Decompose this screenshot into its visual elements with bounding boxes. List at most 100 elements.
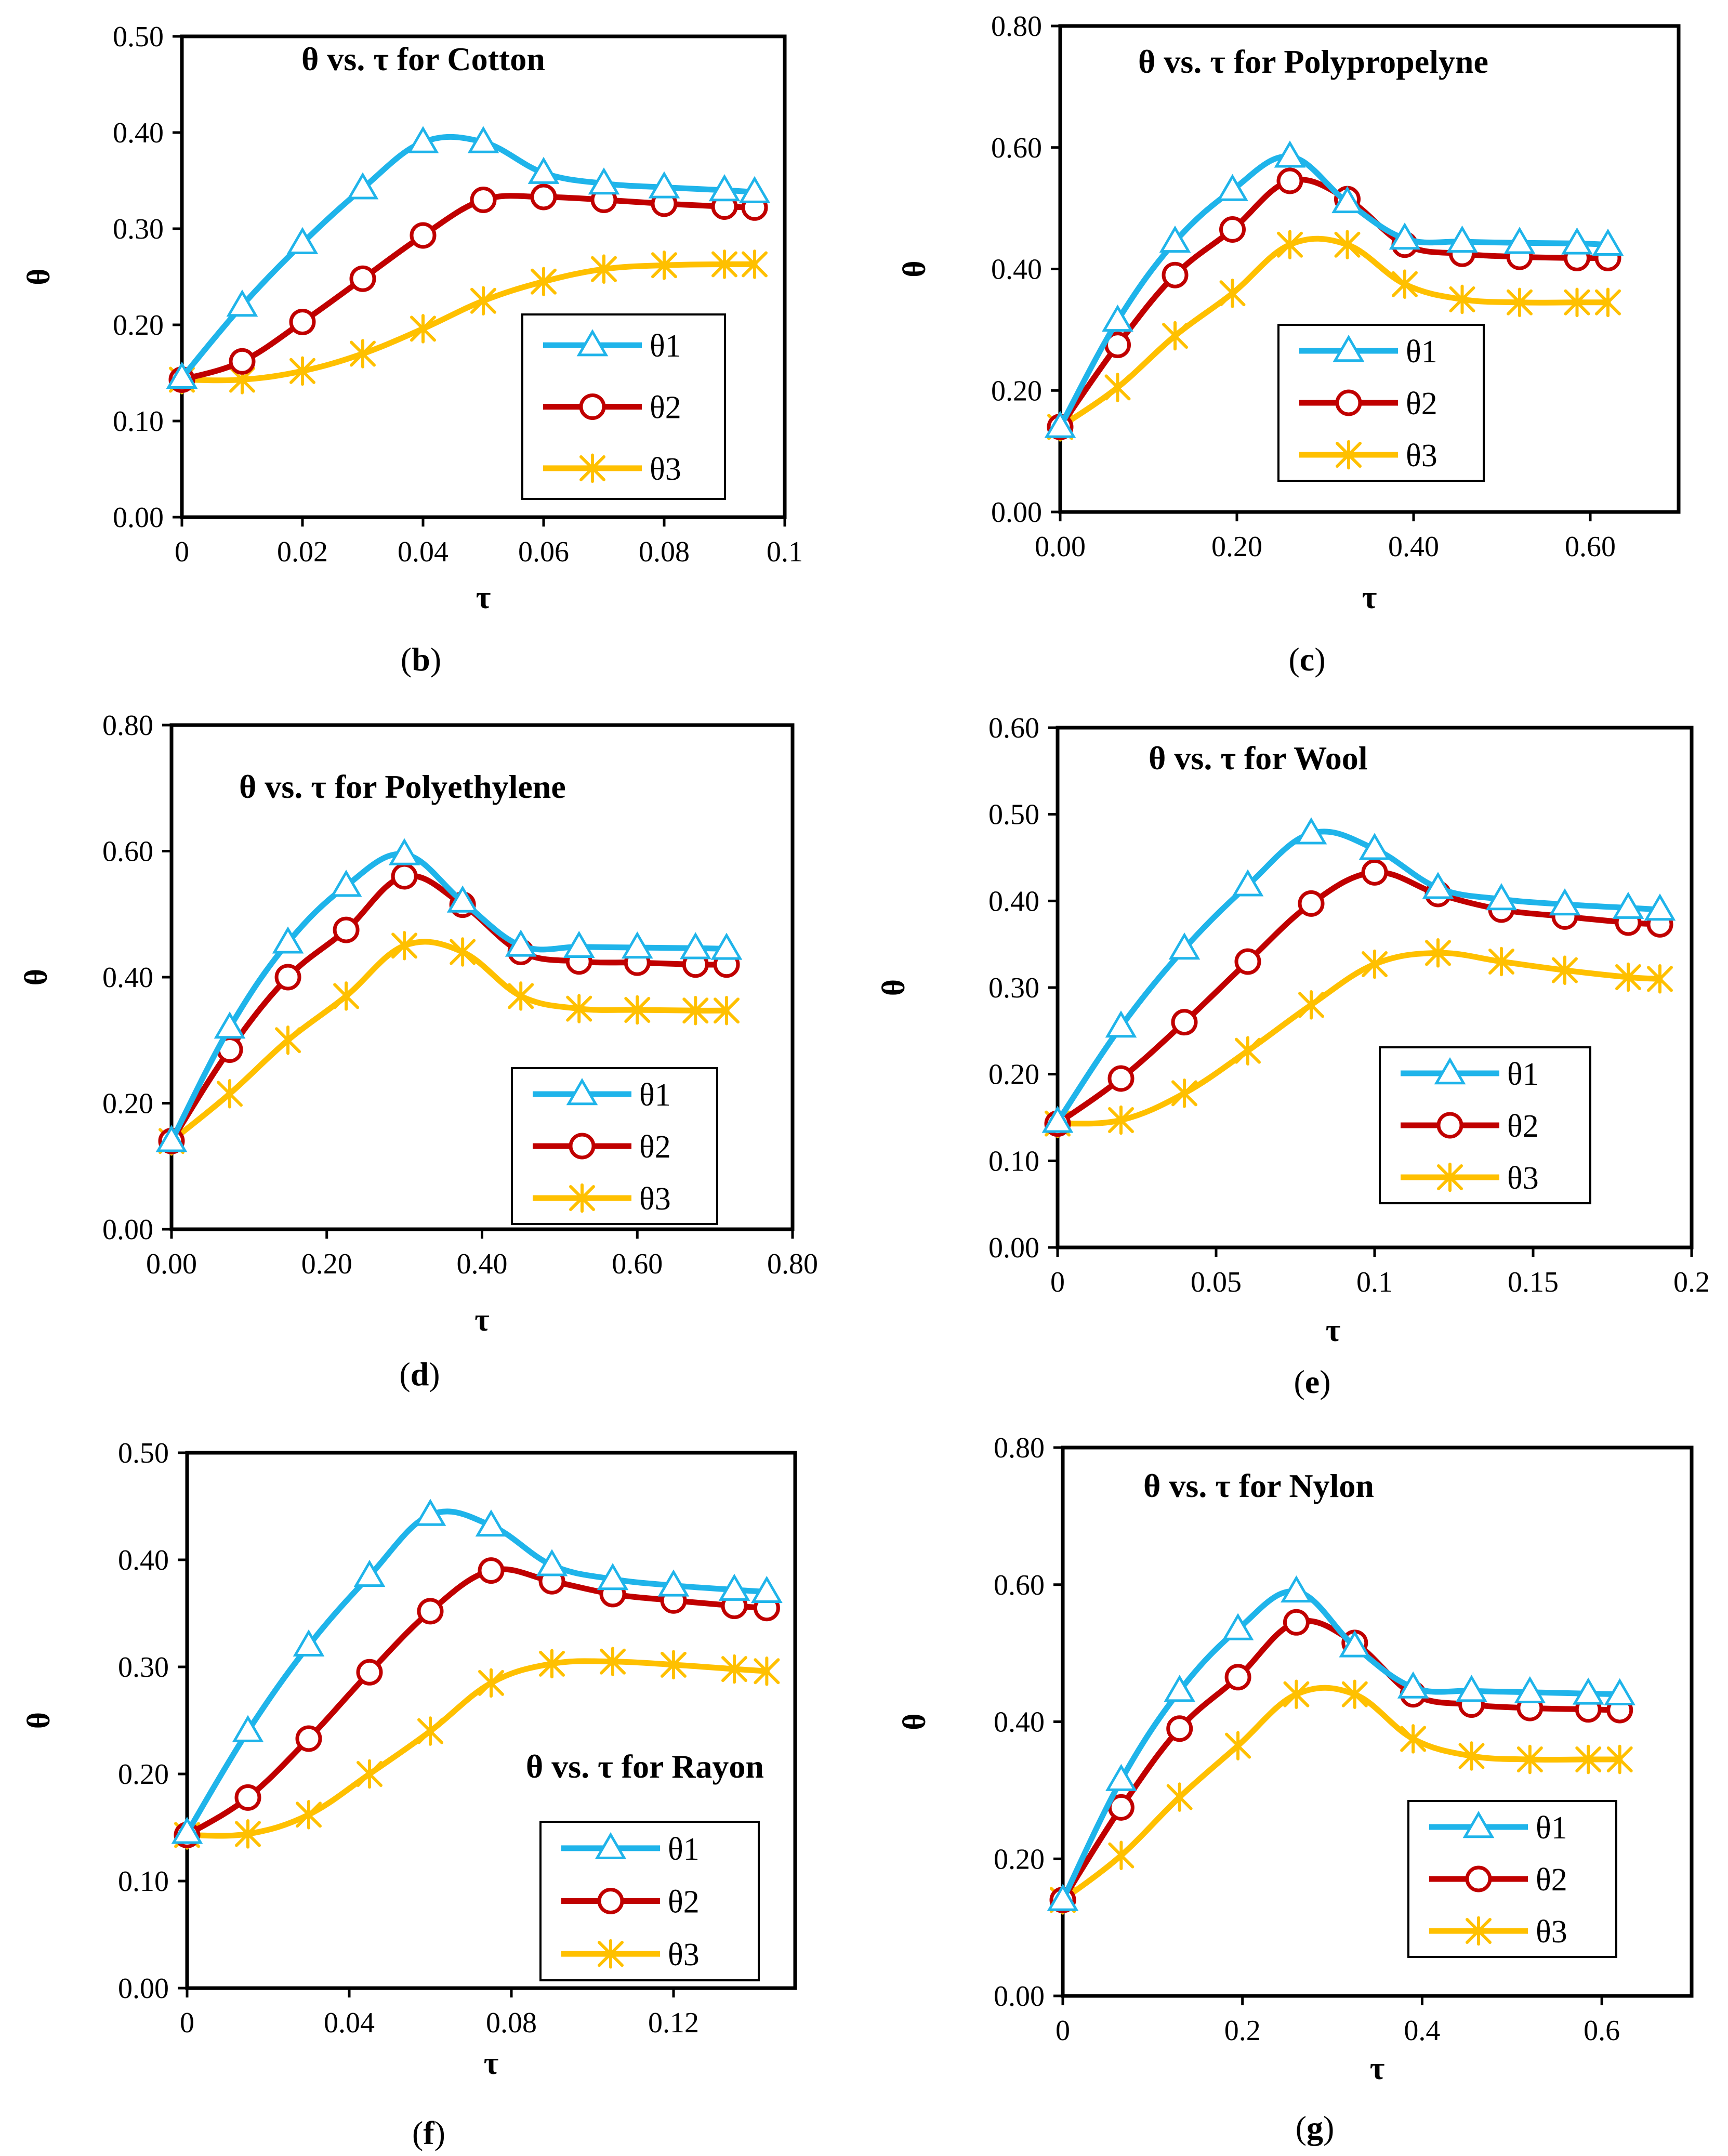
data-point-theta1 — [621, 931, 653, 959]
x-tick-label: 0.6 — [1584, 2015, 1620, 2047]
data-point-theta1 — [388, 838, 420, 865]
data-point-theta1 — [1503, 227, 1536, 254]
caption-letter: b — [412, 641, 430, 678]
legend-label-theta3: θ3 — [650, 452, 681, 487]
y-tick-label: 0.20 — [113, 309, 164, 341]
data-point-theta1 — [1168, 932, 1201, 960]
data-point-theta1 — [226, 290, 258, 317]
y-tick-label: 0.00 — [113, 502, 164, 534]
y-axis-label: θ — [897, 1713, 932, 1730]
data-point-theta2 — [1276, 167, 1303, 194]
data-point-theta3 — [357, 1759, 382, 1789]
data-point-theta1 — [1217, 174, 1248, 201]
legend-label-theta2: θ2 — [639, 1129, 671, 1165]
data-point-theta2 — [1224, 1664, 1251, 1691]
data-point-theta2 — [417, 1598, 444, 1625]
data-point-theta1 — [1456, 1675, 1487, 1702]
data-point-theta1 — [467, 126, 499, 153]
data-point-theta1 — [738, 176, 771, 203]
data-point-theta3 — [1235, 1036, 1261, 1066]
data-point-theta3 — [1362, 949, 1388, 979]
legend-marker-theta2 — [579, 393, 606, 420]
data-point-theta2 — [274, 964, 301, 991]
y-tick-label: 0.30 — [113, 213, 164, 245]
legend: θ1 θ2 θ3 — [1277, 324, 1485, 482]
data-point-theta1 — [505, 929, 537, 957]
data-point-theta1 — [536, 1549, 568, 1576]
data-point-theta1 — [407, 126, 439, 153]
legend-marker-theta3 — [598, 1939, 624, 1969]
data-point-theta1 — [588, 167, 620, 195]
legend-marker-theta1 — [1462, 1811, 1495, 1838]
data-point-theta2 — [289, 308, 316, 335]
y-tick-label: 0.10 — [113, 405, 164, 438]
data-point-theta1 — [708, 174, 741, 202]
caption-open: ( — [412, 2114, 423, 2151]
y-tick-label: 0.40 — [118, 1544, 169, 1576]
data-point-theta1 — [1514, 1676, 1546, 1704]
data-point-theta1 — [563, 930, 595, 958]
y-tick-label: 0.10 — [988, 1145, 1039, 1177]
x-tick-label: 0.04 — [324, 2007, 375, 2039]
data-point-theta1 — [347, 172, 379, 200]
data-point-theta1 — [446, 885, 479, 913]
data-point-theta1 — [648, 171, 680, 199]
y-axis-label: θ — [19, 969, 54, 985]
data-point-theta3 — [275, 1025, 301, 1055]
y-tick-label: 0.80 — [991, 10, 1042, 43]
caption-close: ) — [1320, 1363, 1330, 1400]
legend-marker-theta3 — [1336, 440, 1362, 470]
x-tick-label: 0.08 — [639, 536, 690, 568]
legend-marker-theta3 — [579, 453, 605, 483]
data-point-theta3 — [1449, 284, 1475, 314]
x-tick-label: 0.20 — [1211, 531, 1262, 563]
x-tick-label: 0.40 — [457, 1248, 508, 1280]
data-point-theta3 — [1104, 373, 1131, 402]
x-tick-label: 0 — [175, 536, 189, 568]
data-point-theta3 — [714, 995, 740, 1026]
legend-marker-theta1 — [1434, 1057, 1466, 1085]
data-point-theta3 — [1425, 938, 1451, 968]
legend: θ1 θ2 θ3 — [1407, 1800, 1617, 1958]
data-point-theta1 — [1102, 304, 1133, 332]
data-point-theta2 — [1219, 216, 1246, 243]
x-tick-label: 0.2 — [1673, 1266, 1710, 1298]
data-point-theta3 — [754, 1656, 780, 1686]
legend-label-theta2: θ2 — [1406, 386, 1437, 422]
legend-label-theta2: θ2 — [1536, 1862, 1567, 1898]
chart-b: 0.00 0.10 0.20 0.30 0.40 0.50 0 0.02 0.04 0.06 0.0… — [21, 21, 803, 678]
y-axis-label: θ — [876, 979, 912, 996]
y-tick-label: 0.00 — [991, 496, 1042, 529]
chart-title: θ vs. τ for Polypropelyne — [1138, 43, 1488, 80]
data-point-theta1 — [1159, 225, 1191, 253]
data-point-theta1 — [1232, 869, 1264, 897]
data-point-theta3 — [1108, 1105, 1134, 1135]
data-point-theta3 — [1171, 1079, 1197, 1108]
chart-title: θ vs. τ for Wool — [1149, 740, 1367, 777]
data-point-theta2 — [1171, 1009, 1198, 1036]
data-point-theta3 — [531, 267, 557, 297]
data-point-theta3 — [1108, 1841, 1135, 1870]
x-tick-label: 0.60 — [1565, 531, 1616, 563]
x-tick-label: 0.40 — [1388, 531, 1439, 563]
chart-title: θ vs. τ for Cotton — [301, 41, 545, 77]
data-point-theta2 — [234, 1784, 261, 1811]
chart-g: 0.00 0.20 0.40 0.60 0.80 0 0.2 0.4 0.6 τ θ θ vs. τ … — [897, 1432, 1694, 2146]
legend-marker-theta1 — [595, 1832, 627, 1860]
data-point-theta1 — [1422, 872, 1454, 899]
data-point-theta1 — [1164, 1675, 1196, 1702]
data-point-theta3 — [591, 254, 617, 284]
legend-label-theta3: θ3 — [1406, 438, 1437, 474]
data-point-theta3 — [1298, 990, 1324, 1020]
caption-open: ( — [1296, 2109, 1307, 2146]
data-point-theta3 — [508, 981, 534, 1011]
y-tick-label: 0.00 — [118, 1973, 169, 2005]
y-axis-label: θ — [897, 260, 932, 277]
data-point-theta1 — [330, 870, 362, 897]
y-tick-label: 0.50 — [113, 21, 164, 53]
legend-marker-theta1 — [566, 1078, 598, 1106]
legend-marker-theta2 — [1436, 1112, 1463, 1139]
chart-title: θ vs. τ for Nylon — [1143, 1467, 1374, 1504]
data-point-theta1 — [1105, 1010, 1137, 1038]
